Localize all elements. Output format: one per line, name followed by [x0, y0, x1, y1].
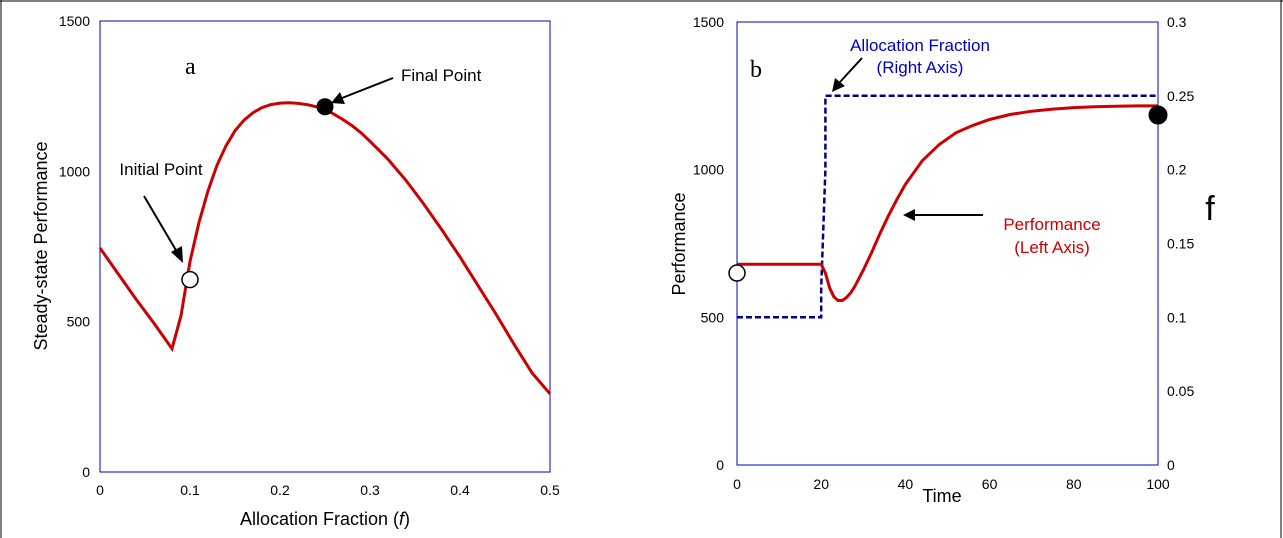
panel-b-right-y-tick-labels: 0 0.05 0.1 0.15 0.2 0.25 0.3 — [1167, 14, 1194, 473]
panel-a-initial-arrow-shaft — [143, 195, 178, 253]
panel-b-right-y-tick-label: 0.25 — [1167, 88, 1194, 104]
panel-b-y-tick-labels: 0 500 1000 1500 — [693, 14, 724, 473]
panel-a-final-point-marker — [316, 98, 334, 116]
panel-a-y-tick-labels: 0 500 1000 1500 — [59, 13, 90, 480]
panel-b-y-tick-label: 1500 — [693, 14, 724, 30]
panel-b-right-y-tick-label: 0.1 — [1167, 309, 1187, 325]
panel-b-allocation-annotation-line1: Allocation Fraction — [850, 36, 990, 55]
panel-b-x-tick-label: 40 — [898, 476, 914, 492]
panel-b-performance-arrow-head — [903, 209, 915, 221]
panel-b-right-axis-label: f — [1205, 190, 1215, 228]
panel-b-plot-area — [736, 21, 1159, 466]
panel-b-right-y-tick-label: 0.15 — [1167, 236, 1194, 252]
panel-a-y-tick-label: 1500 — [59, 13, 90, 29]
panel-a-initial-arrow-head — [171, 246, 183, 263]
panel-a-x-tick-label: 0.4 — [450, 482, 470, 498]
panel-b-performance-annotation-line1: Performance — [1003, 215, 1100, 234]
panel-a-x-axis-label-variable: f — [399, 509, 406, 529]
panel-a-x-tick-label: 0.3 — [360, 482, 380, 498]
panel-a-x-tick-label: 0.5 — [540, 482, 560, 498]
panel-b-x-tick-labels: 0 20 40 60 80 100 — [733, 476, 1170, 492]
panel-b-initial-point-marker — [728, 264, 746, 282]
panel-a-initial-point-annotation: Initial Point — [119, 160, 202, 179]
panel-b-allocation-arrow-shaft — [839, 57, 863, 83]
panel-a-initial-point-marker — [181, 270, 199, 289]
panel-b-final-point-marker — [1148, 105, 1168, 125]
panel-a-final-arrow-shaft — [341, 77, 394, 99]
panel-b-x-tick-label: 0 — [733, 476, 741, 492]
panel-b-x-axis-label: Time — [922, 486, 961, 506]
panel-b-label: b — [750, 57, 762, 83]
panel-a-y-tick-label: 1000 — [59, 163, 90, 179]
panel-a-plot-area — [99, 20, 551, 473]
panel-a-y-tick-label: 500 — [67, 314, 91, 330]
panel-b-allocation-annotation-line2: (Right Axis) — [877, 58, 964, 77]
panel-a-final-arrow-head — [331, 92, 345, 104]
panel-a-x-tick-label: 0.1 — [180, 482, 200, 498]
panel-b-y-tick-label: 500 — [701, 309, 725, 325]
panel-b-y-axis-label: Performance — [669, 192, 689, 295]
panel-b-allocation-arrow-head — [832, 78, 845, 92]
panel-a-y-tick-label: 0 — [82, 464, 90, 480]
panel-a-x-tick-label: 0 — [96, 482, 104, 498]
panel-b-right-y-tick-label: 0.3 — [1167, 14, 1187, 30]
panel-a-y-axis-label: Steady-state Performance — [31, 141, 51, 350]
panel-b-x-tick-label: 20 — [813, 476, 829, 492]
panel-b-x-tick-label: 60 — [982, 476, 998, 492]
panel-b-y-tick-label: 0 — [716, 457, 724, 473]
panel-a-label: a — [185, 54, 196, 80]
panel-a-x-axis-label-prefix: Allocation Fraction ( — [240, 509, 399, 529]
panel-b-x-tick-label: 100 — [1146, 476, 1170, 492]
panel-a-x-tick-labels: 0 0.1 0.2 0.3 0.4 0.5 — [96, 482, 560, 498]
panel-b-performance-curve — [737, 104, 1158, 302]
panel-a-x-tick-label: 0.2 — [270, 482, 290, 498]
panel-a-final-point-annotation: Final Point — [401, 66, 482, 85]
panel-b-right-y-tick-label: 0.2 — [1167, 162, 1187, 178]
panel-a-x-axis-label-suffix: ) — [404, 509, 410, 529]
panel-b-performance-annotation-line2: (Left Axis) — [1014, 238, 1090, 257]
panel-b: 0 20 40 60 80 100 0 500 1000 1500 0 0.05 0.1 0.15 0.… — [669, 14, 1215, 506]
panel-a-x-axis-label: Allocation Fraction (f) — [240, 509, 410, 529]
panel-a-performance-curve — [98, 101, 552, 395]
panel-b-y-tick-label: 1000 — [693, 162, 724, 178]
panel-b-x-tick-label: 80 — [1066, 476, 1082, 492]
panel-b-right-y-tick-label: 0.05 — [1167, 383, 1194, 399]
panel-a: 0 0.1 0.2 0.3 0.4 0.5 0 500 1000 1500 a Initial … — [31, 13, 560, 529]
panel-b-right-y-tick-label: 0 — [1167, 457, 1175, 473]
panel-b-allocation-fraction-line — [737, 94, 1158, 319]
